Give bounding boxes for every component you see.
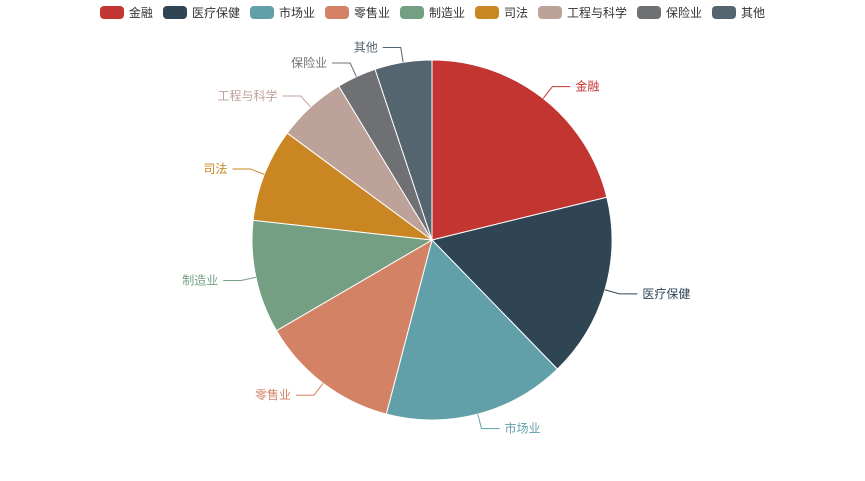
- legend-swatch: [99, 5, 124, 19]
- label-leader-line: [295, 382, 324, 396]
- slice-label: 零售业: [255, 387, 291, 402]
- label-leader-line: [477, 413, 500, 430]
- legend-label: 零售业: [353, 5, 390, 20]
- legend-item[interactable]: 医疗保健: [162, 4, 240, 21]
- slice-label: 保险业: [291, 55, 327, 70]
- legend-label: 金融: [128, 5, 153, 20]
- pie-slice[interactable]: [374, 59, 433, 241]
- legend-item[interactable]: 工程与科学: [538, 4, 627, 21]
- legend-label: 工程与科学: [567, 5, 628, 20]
- slice-label: 医疗保健: [642, 287, 690, 301]
- label-leader-line: [332, 62, 357, 77]
- pie-slice[interactable]: [431, 59, 608, 241]
- legend-label: 市场业: [278, 5, 315, 20]
- legend-item[interactable]: 制造业: [399, 4, 465, 21]
- slice-label: 工程与科学: [218, 88, 278, 103]
- chart-legend: 金融 医疗保健 市场业 零售业 制造业 司法 工程与科学 保险业 其他: [0, 3, 865, 21]
- slice-label: 司法: [203, 162, 227, 176]
- slice-label: 其他: [354, 41, 378, 55]
- slice-label: 金融: [575, 79, 599, 94]
- legend-swatch: [712, 5, 737, 19]
- legend-label: 其他: [741, 5, 766, 20]
- legend-swatch: [324, 5, 349, 19]
- pie-slice[interactable]: [252, 132, 434, 241]
- pie-slice[interactable]: [251, 219, 434, 332]
- label-leader-line: [382, 47, 404, 63]
- legend-swatch: [637, 5, 662, 19]
- slice-label: 制造业: [182, 273, 218, 287]
- legend-item[interactable]: 司法: [475, 4, 528, 21]
- pie-slice[interactable]: [431, 196, 613, 370]
- legend-swatch: [162, 5, 187, 19]
- legend-swatch: [399, 5, 424, 19]
- legend-swatch: [538, 5, 563, 19]
- pie-slice[interactable]: [385, 239, 559, 421]
- slice-label: 市场业: [505, 421, 541, 436]
- legend-label: 保险业: [666, 5, 703, 20]
- pie-slice[interactable]: [275, 238, 433, 415]
- label-leader-line: [542, 86, 571, 99]
- legend-swatch: [249, 5, 274, 19]
- legend-item[interactable]: 市场业: [249, 4, 315, 21]
- legend-label: 制造业: [428, 5, 465, 20]
- legend-item[interactable]: 金融: [99, 4, 153, 21]
- legend-item[interactable]: 其他: [712, 4, 765, 21]
- label-leader-line: [604, 289, 638, 295]
- label-leader-line: [282, 95, 312, 108]
- label-leader-line: [232, 168, 265, 175]
- legend-label: 医疗保健: [191, 5, 240, 20]
- legend-item[interactable]: 零售业: [324, 4, 390, 21]
- label-leader-line: [223, 276, 257, 281]
- legend-swatch: [475, 5, 499, 19]
- legend-label: 司法: [504, 5, 529, 20]
- legend-item[interactable]: 保险业: [637, 4, 702, 21]
